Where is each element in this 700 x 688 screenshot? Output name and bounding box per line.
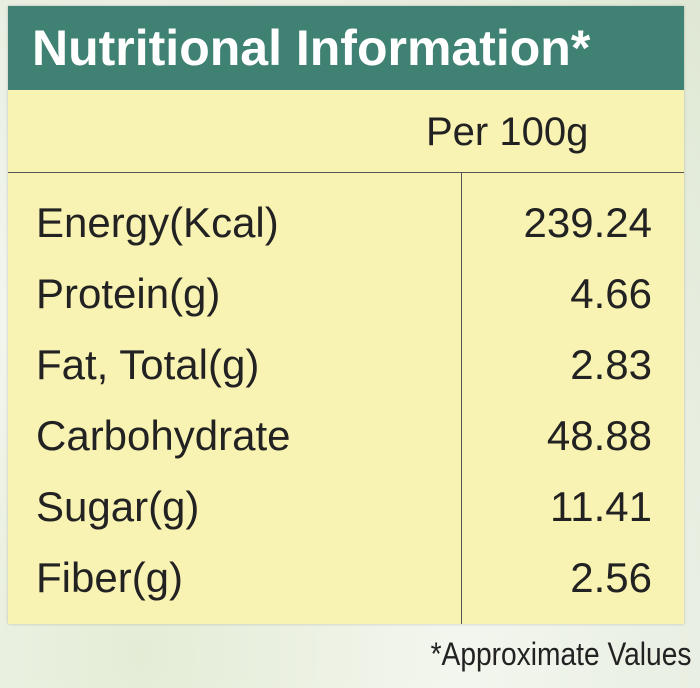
table-row: Sugar(g) 11.41 xyxy=(8,472,684,542)
column-header: Per 100g xyxy=(426,110,589,154)
nutrient-value: 4.66 xyxy=(570,270,652,317)
nutrient-label: Energy(Kcal) xyxy=(36,199,279,246)
nutrient-label: Sugar(g) xyxy=(36,483,200,530)
nutrient-label: Carbohydrate xyxy=(36,412,291,459)
nutrient-label: Fat, Total(g) xyxy=(36,341,260,388)
nutrient-value: 239.24 xyxy=(523,199,652,246)
table-row: Energy(Kcal) 239.24 xyxy=(8,188,684,258)
footnote: *Approximate Values xyxy=(430,636,691,672)
table-row: Fat, Total(g) 2.83 xyxy=(8,330,684,400)
nutrient-value: 11.41 xyxy=(550,483,652,530)
nutrition-panel: Nutritional Information* Per 100g Energy… xyxy=(8,6,684,624)
nutrient-value: 2.83 xyxy=(570,341,652,388)
divider xyxy=(8,172,684,173)
nutrient-label: Fiber(g) xyxy=(36,554,184,601)
table-row: Carbohydrate 48.88 xyxy=(8,401,684,471)
nutrient-value: 48.88 xyxy=(546,412,652,459)
divider xyxy=(461,173,462,624)
nutrient-label: Protein(g) xyxy=(36,270,221,317)
title: Nutritional Information* xyxy=(8,6,684,90)
table-row: Fiber(g) 2.56 xyxy=(8,543,684,613)
table-row: Protein(g) 4.66 xyxy=(8,259,684,329)
nutrient-value: 2.56 xyxy=(570,554,652,601)
